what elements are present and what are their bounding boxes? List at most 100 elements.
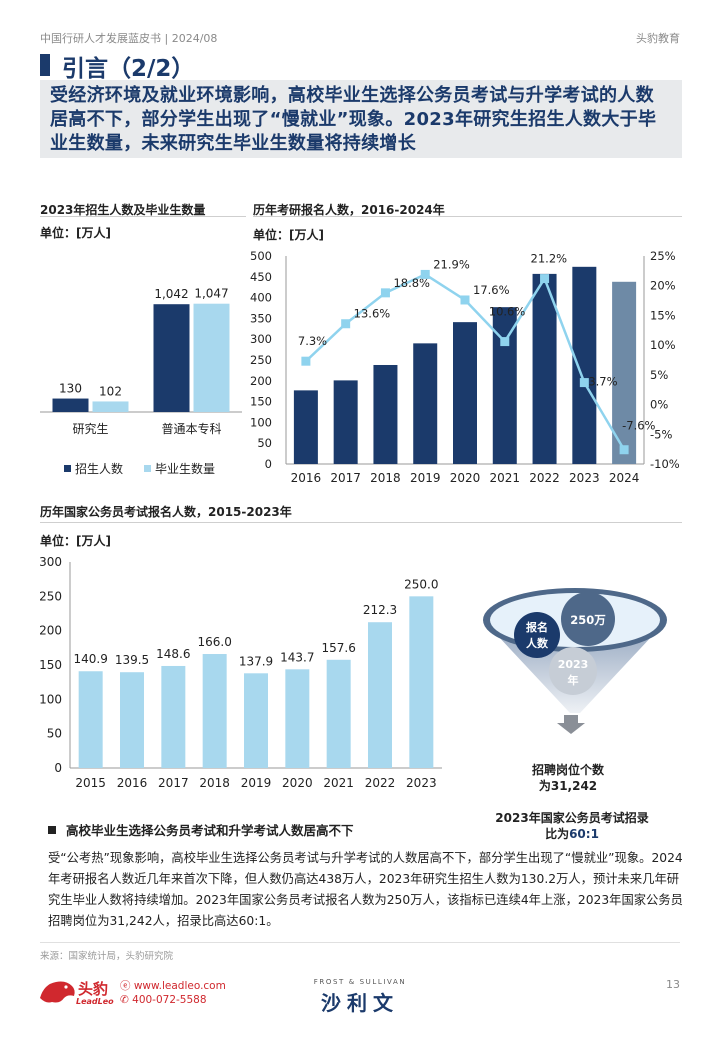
chart1-bar	[92, 401, 129, 412]
chart2-growth-marker	[420, 269, 430, 279]
report-title: 中国行研人才发展蓝皮书 | 2024/08	[40, 32, 218, 45]
chart3-bar	[409, 596, 434, 768]
web-icon: ⓔ	[120, 980, 134, 992]
brand-name: 头豹教育	[636, 32, 680, 45]
chart3-category-label: 2020	[282, 776, 313, 790]
chart3-bar	[368, 622, 392, 768]
chart2-category-label: 2019	[410, 471, 441, 485]
chart2-bar	[572, 266, 597, 464]
chart3-bar	[161, 665, 186, 768]
chart2-y2tick-label: 20%	[650, 279, 676, 293]
chart1-bar	[52, 398, 89, 412]
chart3-unit: 单位：[万人]	[40, 534, 111, 548]
chart2-y2tick-label: 15%	[650, 308, 676, 322]
funnel-caption-ratio: 2023年国家公务员考试招录 比为60:1	[480, 810, 664, 842]
chart1-legend-swatch	[64, 465, 71, 472]
chart1-rule	[40, 216, 246, 217]
chart1-data-label: 1,047	[194, 287, 228, 301]
chart3-ytick-label: 150	[39, 658, 62, 672]
chart2-category-label: 2022	[529, 471, 560, 485]
chart2-growth-label: 17.6%	[473, 283, 510, 297]
chart2-growth-marker	[301, 356, 311, 366]
chart2-title: 历年考研报名人数，2016-2024年	[253, 203, 445, 217]
chart2-svg: 0 50 100 150 200 250 300 350 400 450 500 -10% -5% 0% 5…	[250, 249, 680, 485]
caption2-line1: 2023年国家公务员考试招录	[495, 811, 649, 825]
chart2-ytick-label: 50	[257, 436, 272, 450]
chart2-bar	[612, 281, 637, 464]
chart3-category-label: 2021	[323, 776, 354, 790]
chart2-growth-label: -7.6%	[622, 419, 655, 433]
chart2-category-label: 2018	[370, 471, 401, 485]
chart1-unit: 单位：[万人]	[40, 226, 111, 240]
chart3-ytick-label: 50	[47, 727, 62, 741]
chart3-data-label: 250.0	[404, 577, 438, 591]
chart3-bar	[120, 672, 144, 768]
chart3-category-label: 2018	[199, 776, 230, 790]
chart2-y2tick-label: 25%	[650, 249, 676, 263]
chart3-title: 历年国家公务员考试报名人数，2015-2023年	[40, 505, 292, 519]
bubble3-line1: 2023	[558, 658, 589, 671]
chart2-y2tick-label: 0%	[650, 398, 668, 412]
section-heading-text: 高校毕业生选择公务员考试和升学考试人数居高不下	[66, 823, 354, 838]
chart1-data-label: 102	[99, 384, 122, 398]
chart2-ytick-label: 150	[250, 395, 272, 409]
phone-line: ✆ 400-072-5588	[120, 993, 226, 1007]
chart2-growth-label: 3.7%	[588, 375, 617, 389]
chart3-ytick-label: 250	[39, 589, 62, 603]
bubble3-line2: 年	[568, 673, 579, 687]
chart2-growth-marker	[341, 319, 351, 329]
chart2-growth-marker	[579, 378, 589, 388]
title-accent-bar	[40, 54, 50, 76]
chart3-bar	[326, 659, 351, 768]
chart3-ytick-label: 100	[39, 692, 62, 706]
chart2-category-label: 2021	[490, 471, 521, 485]
chart3-bar	[78, 671, 103, 768]
subtitle-box: 受经济环境及就业环境影响，高校毕业生选择公务员考试与升学考试的人数居高不下，部分…	[40, 80, 682, 158]
chart3-rule	[40, 522, 682, 523]
funnel-arrow-stem	[564, 715, 578, 723]
chart3-category-label: 2016	[117, 776, 148, 790]
chart2-bar	[293, 390, 318, 464]
bubble-250	[561, 592, 615, 646]
chart2-ytick-label: 250	[250, 353, 272, 367]
caption2-prefix: 比为	[545, 827, 570, 841]
chart1-bar	[193, 303, 230, 412]
logo-text-en: LeadLeo	[76, 997, 114, 1006]
chart2-y2tick-label: -5%	[650, 427, 672, 441]
chart2-growth-marker	[380, 288, 390, 298]
chart2-y2tick-label: 5%	[650, 368, 668, 382]
chart2-ytick-label: 200	[250, 374, 272, 388]
page-title: 引言（2/2）	[62, 56, 195, 82]
chart2-ytick-label: 100	[250, 415, 272, 429]
chart1-category-label: 普通本专科	[161, 421, 221, 436]
funnel-caption-positions: 招聘岗位个数 为31,242	[500, 762, 636, 794]
chart3-data-label: 212.3	[363, 603, 397, 617]
chart2-growth-label: 21.9%	[433, 257, 470, 271]
chart2-ytick-label: 450	[250, 270, 272, 284]
chart3-data-label: 157.6	[321, 641, 355, 655]
caption1-line1: 招聘岗位个数	[531, 763, 604, 777]
website-link[interactable]: ⓔ www.leadleo.com	[120, 979, 226, 993]
chart3-data-label: 140.9	[73, 652, 107, 666]
chart1-title: 2023年招生人数及毕业生数量	[40, 203, 206, 217]
section-body: 受“公考热”现象影响，高校毕业生选择公务员考试与升学考试的人数居高不下，部分学生…	[48, 851, 683, 928]
chart3-ytick-label: 300	[39, 555, 62, 569]
chart2-ytick-label: 350	[250, 311, 272, 325]
chart3-ytick-label: 200	[39, 624, 62, 638]
chart2-growth-marker	[540, 274, 550, 284]
chart2-category-label: 2023	[569, 471, 600, 485]
chart2-growth-label: 10.6%	[489, 305, 526, 319]
chart2-y2tick-label: 10%	[650, 338, 676, 352]
chart3-data-label: 166.0	[197, 635, 231, 649]
chart1-legend-swatch	[144, 465, 151, 472]
chart2-bar	[453, 322, 477, 464]
chart2-category-label: 2020	[450, 471, 481, 485]
contact-info: ⓔ www.leadleo.com ✆ 400-072-5588	[120, 979, 226, 1007]
chart3-bar	[285, 669, 310, 768]
chart3-category-label: 2022	[365, 776, 396, 790]
chart3-category-label: 2023	[406, 776, 437, 790]
chart2-category-label: 2016	[291, 471, 322, 485]
chart2-growth-label: 7.3%	[298, 334, 327, 348]
chart2-growth-label: 13.6%	[354, 307, 391, 321]
